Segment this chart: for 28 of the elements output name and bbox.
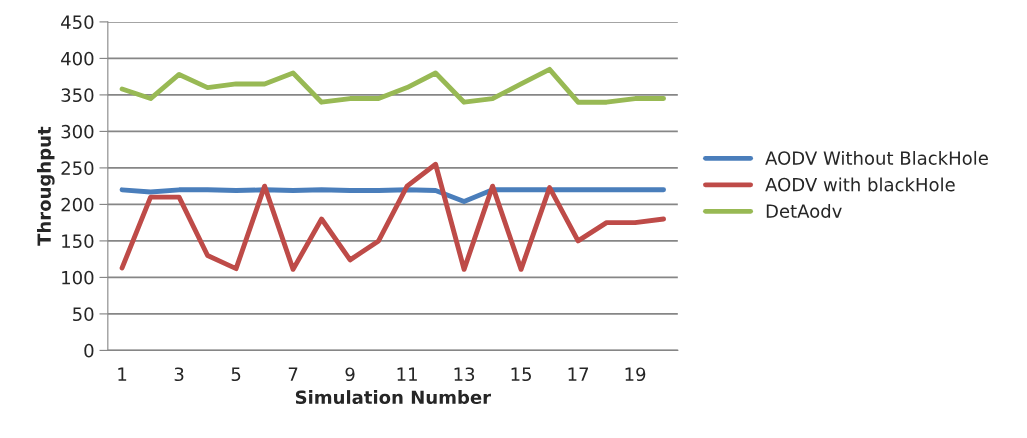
y-tick-label: 0 xyxy=(84,343,94,358)
y-tick-label: 50 xyxy=(73,307,94,322)
x-axis-title: Simulation Number xyxy=(295,390,491,405)
x-tick-label: 19 xyxy=(625,367,646,382)
legend-label: DetAodv xyxy=(766,203,842,218)
x-tick-label: 7 xyxy=(288,367,298,381)
x-tick-label: 11 xyxy=(397,367,417,381)
y-tick-label: 400 xyxy=(61,51,94,66)
y-tick-label: 350 xyxy=(61,88,94,103)
y-axis-title: Throughput xyxy=(37,126,55,246)
legend-label: AODV with blackHole xyxy=(765,177,955,192)
y-tick-label: 300 xyxy=(61,124,94,139)
y-tick-label: 450 xyxy=(61,15,94,30)
x-tick-label: 3 xyxy=(174,367,184,382)
y-tick-label: 100 xyxy=(62,270,94,285)
y-tick-label: 200 xyxy=(61,197,94,212)
x-tick-label: 17 xyxy=(568,367,589,381)
y-tick-label: 250 xyxy=(61,161,94,176)
line-series xyxy=(119,161,666,272)
legend-label: AODV Without BlackHole xyxy=(765,150,988,165)
x-tick-label: 5 xyxy=(231,367,241,382)
x-tick-label: 1 xyxy=(118,367,127,381)
x-tick-label: 13 xyxy=(454,367,475,382)
x-tick-label: 15 xyxy=(511,367,531,382)
line-series xyxy=(119,66,666,105)
line-series xyxy=(119,187,666,204)
y-tick-label: 150 xyxy=(62,234,94,249)
x-tick-label: 9 xyxy=(345,367,355,382)
